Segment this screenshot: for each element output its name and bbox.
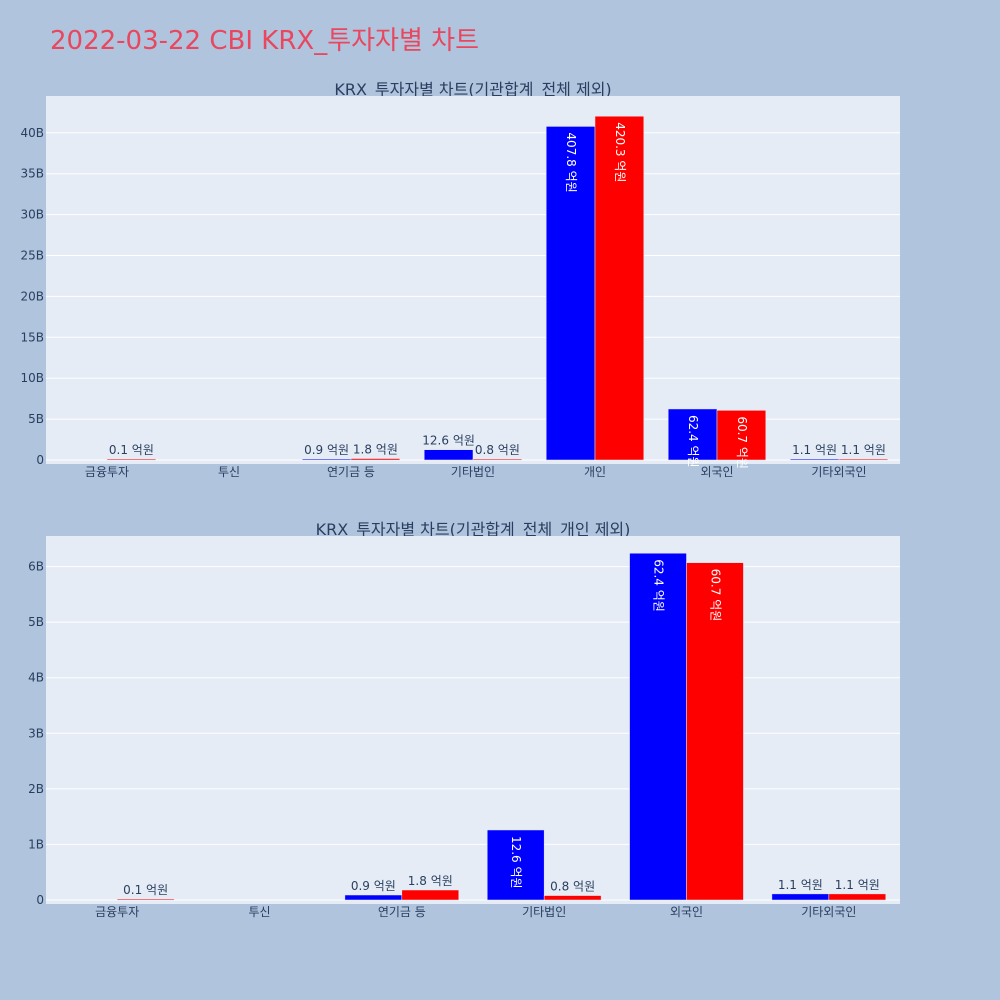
y-tick-label: 2B [28,782,44,796]
data-label: 0.8 억원 [550,880,595,894]
bar [828,893,887,901]
bar [301,458,352,461]
y-tick-label: 0 [36,453,44,467]
x-tick-label: 기타법인 [451,465,495,479]
bar [629,552,687,901]
data-label: 407.8 억원 [564,132,578,192]
data-label: 1.1 억원 [792,443,837,457]
x-tick-label: 금융투자 [85,465,129,479]
y-tick-label: 35B [20,167,44,181]
data-label: 62.4 억원 [686,415,700,468]
y-tick-label: 4B [28,671,44,685]
bar [771,893,830,901]
y-tick-label: 5B [28,412,44,426]
bar [472,458,523,461]
chart-2-title: KRX_투자자별 차트(기관합계_전체_개인 제외) [316,520,631,540]
y-tick-label: 0 [36,893,44,907]
data-label: 60.7 억원 [735,416,749,469]
chart-1-title: KRX_투자자별 차트(기관합계_전체 제외) [334,80,611,100]
x-tick-label: 금융투자 [95,905,139,919]
x-tick-label: 투신 [218,465,240,479]
y-tick-label: 15B [20,330,44,344]
data-label: 0.1 억원 [123,883,168,897]
x-tick-label: 외국인 [670,905,703,919]
bar [344,894,403,901]
data-label: 0.9 억원 [351,879,396,893]
bar [838,458,889,461]
data-label: 12.6 억원 [509,836,523,889]
bar [789,458,840,461]
y-tick-label: 30B [20,208,44,222]
bar [543,895,602,901]
x-tick-label: 기타외국인 [811,465,866,479]
data-label: 1.1 억원 [841,443,886,457]
data-label: 0.1 억원 [109,443,154,457]
data-label: 0.9 억원 [304,443,349,457]
bar [106,458,157,461]
data-label: 12.6 억원 [422,434,475,448]
y-tick-label: 25B [20,249,44,263]
bar [545,126,596,461]
bar [350,458,401,461]
bar [686,562,744,901]
x-tick-label: 기타법인 [522,905,566,919]
x-tick-label: 연기금 등 [378,905,426,919]
page-title: 2022-03-22 CBI KRX_투자자별 차트 [50,26,479,56]
bar [116,898,175,901]
x-tick-label: 기타외국인 [801,905,856,919]
plot-area [46,96,900,464]
plot-area [46,536,900,904]
bar [423,449,474,461]
y-tick-label: 40B [20,126,44,140]
data-label: 1.8 억원 [408,874,453,888]
x-tick-label: 투신 [248,905,270,919]
x-tick-label: 외국인 [700,465,733,479]
data-label: 1.8 억원 [353,443,398,457]
data-label: 420.3 억원 [613,122,627,182]
bar [486,829,545,901]
y-tick-label: 20B [20,289,44,303]
y-tick-label: 10B [20,371,44,385]
data-label: 1.1 억원 [778,878,823,892]
x-tick-label: 개인 [584,465,606,479]
y-tick-label: 5B [28,615,44,629]
y-tick-label: 3B [28,726,44,740]
bar [401,889,460,901]
bar [594,115,645,461]
data-label: 1.1 억원 [835,878,880,892]
x-tick-label: 연기금 등 [327,465,375,479]
data-label: 60.7 억원 [708,569,722,622]
y-tick-label: 6B [28,560,44,574]
data-label: 0.8 억원 [475,443,520,457]
chart-2: KRX_투자자별 차트(기관합계_전체_개인 제외) 0 1B 2B 3B 4B 5B 6B… [28,520,900,919]
chart-1: KRX_투자자별 차트(기관합계_전체 제외) 0 5B 10B 15B 20B 25B 3… [20,80,900,479]
bar [716,410,767,461]
data-label: 62.4 억원 [652,559,666,612]
y-tick-label: 1B [28,837,44,851]
